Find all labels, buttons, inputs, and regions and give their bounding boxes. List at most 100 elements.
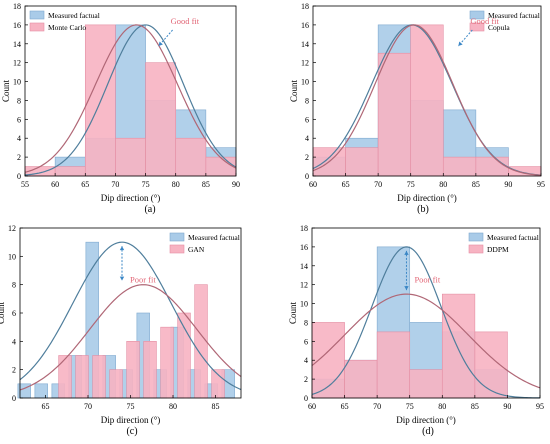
legend-swatch-synthetic (169, 244, 185, 254)
synthetic-bar (145, 62, 177, 177)
x-axis-label: Dip direction (°) (397, 193, 457, 203)
y-tick-label: 12 (13, 59, 21, 68)
fit-annotation: Poor fit (130, 274, 156, 284)
y-tick-label: 18 (301, 2, 309, 11)
synthetic-bar (126, 341, 140, 399)
y-tick-label: 14 (13, 40, 21, 49)
synthetic-bar (409, 369, 443, 399)
y-axis-label: Count (289, 80, 299, 103)
panel-label: (c) (126, 426, 137, 437)
x-axis-label: Dip direction (°) (101, 193, 161, 203)
synthetic-bar (194, 284, 208, 399)
x-tick-label: 60 (308, 402, 316, 411)
arrow-head (458, 41, 463, 46)
arrow-head (404, 286, 409, 291)
y-tick-label: 2 (304, 375, 308, 384)
legend-label: Measured factual (487, 233, 539, 242)
measured-fit-curve (24, 24, 237, 176)
synthetic-bar (115, 137, 146, 177)
synthetic-bar (109, 369, 123, 399)
y-tick-label: 0 (17, 172, 21, 181)
x-tick-label: 70 (84, 402, 92, 411)
synthetic-bar (177, 312, 191, 399)
synthetic-bar (160, 326, 174, 399)
x-tick-label: 80 (438, 402, 446, 411)
y-tick-label: 12 (301, 59, 309, 68)
x-tick-label: 90 (504, 180, 512, 189)
y-axis-label: Count (288, 302, 298, 325)
x-tick-label: 70 (374, 180, 382, 189)
y-tick-label: 6 (304, 337, 308, 346)
x-tick-label: 75 (407, 180, 415, 189)
synthetic-bar (377, 52, 412, 177)
x-tick-label: 85 (471, 402, 479, 411)
y-tick-label: 14 (301, 40, 309, 49)
chart-panel-a: 55 60 65 70 75 80 85 90 0 2 4 6 8 10 12 14 16 18 Dip direc… (1, 2, 240, 215)
chart-panel-b: 60 65 70 75 80 85 90 95 0 2 4 6 8 10 12 14 16 18 Dip direc… (289, 2, 545, 215)
x-axis-label: Dip direction (°) (396, 415, 456, 425)
x-tick-label: 75 (406, 402, 414, 411)
y-tick-label: 10 (8, 252, 16, 261)
x-tick-label: 70 (111, 180, 119, 189)
y-tick-label: 6 (305, 115, 309, 124)
y-tick-label: 8 (12, 281, 16, 290)
synthetic-bar (75, 355, 89, 399)
y-tick-label: 8 (304, 318, 308, 327)
x-tick-label: 85 (472, 180, 480, 189)
panel-label: (d) (422, 426, 434, 437)
synthetic-bar (410, 24, 444, 177)
synthetic-bar (344, 359, 378, 399)
y-tick-label: 6 (12, 309, 16, 318)
synthetic-bar (376, 331, 411, 399)
y-tick-label: 16 (301, 21, 309, 30)
x-tick-label: 60 (51, 180, 59, 189)
x-tick-label: 60 (309, 180, 317, 189)
y-tick-label: 18 (300, 224, 308, 233)
legend-label: Copula (488, 23, 510, 32)
arrow-head (119, 276, 125, 281)
y-tick-label: 10 (300, 300, 308, 309)
y-tick-label: 4 (12, 337, 16, 346)
legend-label: GAN (188, 245, 205, 254)
x-tick-label: 65 (42, 402, 50, 411)
legend-swatch-measured (469, 10, 485, 20)
legend-label: Measured factual (188, 233, 240, 242)
synthetic-bar (143, 341, 157, 399)
y-tick-label: 8 (17, 96, 21, 105)
plot-frame (312, 5, 542, 177)
y-tick-label: 4 (17, 134, 21, 143)
y-axis-label: Count (0, 302, 6, 325)
synthetic-fit-curve (312, 24, 542, 176)
y-tick-label: 0 (305, 172, 309, 181)
y-tick-label: 2 (17, 153, 21, 162)
synthetic-fit-curve (19, 284, 242, 391)
legend-swatch-measured (169, 232, 185, 242)
x-tick-label: 80 (169, 402, 177, 411)
y-tick-label: 16 (300, 243, 308, 252)
arrow-head (158, 41, 163, 46)
legend-swatch-measured (468, 232, 484, 242)
synthetic-bar (92, 355, 106, 399)
y-tick-label: 8 (305, 96, 309, 105)
y-axis-label: Count (1, 80, 11, 103)
synthetic-fit-curve (24, 24, 237, 173)
legend-label: DDPM (487, 245, 509, 254)
synthetic-bar (442, 156, 477, 177)
legend-label: Monte Carlo (48, 23, 86, 32)
y-tick-label: 2 (12, 366, 16, 375)
x-tick-label: 65 (81, 180, 89, 189)
x-tick-label: 75 (127, 402, 135, 411)
synthetic-bar (345, 147, 379, 177)
synthetic-bar (58, 355, 72, 399)
synthetic-bar (175, 137, 207, 177)
y-tick-label: 12 (300, 281, 308, 290)
x-tick-label: 90 (503, 402, 511, 411)
y-tick-label: 6 (17, 115, 21, 124)
x-tick-label: 95 (537, 180, 545, 189)
legend-label: Measured factual (48, 11, 100, 20)
y-tick-label: 14 (300, 262, 308, 271)
fit-annotation: Poor fit (414, 274, 440, 284)
chart-panel-d: 60 65 70 75 80 85 90 95 0 2 4 6 8 10 12 14 16 18 Dip direc… (288, 224, 544, 437)
x-tick-label: 65 (341, 402, 349, 411)
x-tick-label: 55 (21, 180, 29, 189)
